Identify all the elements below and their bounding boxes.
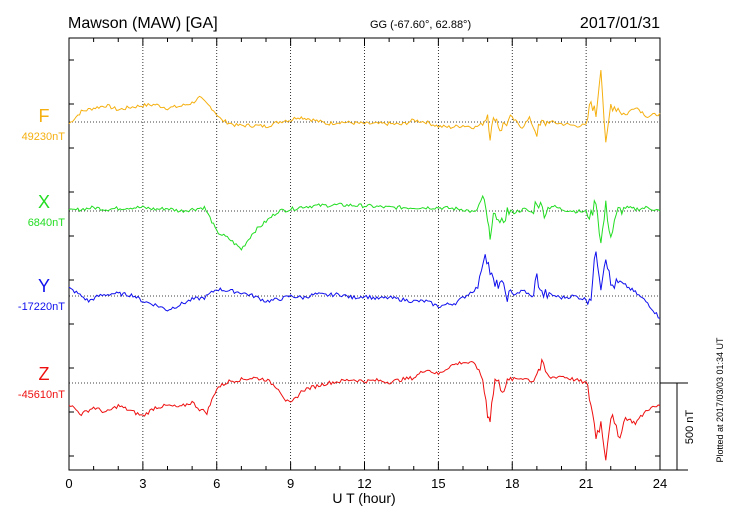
scale-bar: 500 nT [660, 382, 696, 471]
x-tick-label: 15 [431, 476, 445, 491]
x-tick-label: 0 [65, 476, 72, 491]
series-line-y [68, 251, 661, 320]
series-baseline-y: -17220nT [18, 301, 65, 313]
scale-bar-label: 500 nT [684, 410, 696, 445]
series-name-z: Z [39, 364, 50, 384]
series-name-x: X [38, 192, 50, 212]
plotted-timestamp: Plotted at 2017/03/03 01:34 UT [715, 337, 725, 463]
x-tick-label: 18 [505, 476, 519, 491]
series-baseline-f: 49230nT [22, 131, 66, 143]
series-line-z [68, 357, 661, 461]
series-baseline-x: 6840nT [28, 217, 66, 229]
station-title: Mawson (MAW) [GA] [68, 15, 218, 32]
series-layer [68, 69, 661, 461]
series-line-x [68, 194, 661, 251]
x-tick-label: 21 [579, 476, 593, 491]
station-coordinates: GG (-67.60°, 62.88°) [370, 19, 471, 31]
grid-lines [69, 38, 660, 470]
series-name-y: Y [38, 276, 50, 296]
plot-date: 2017/01/31 [580, 15, 660, 32]
axis-ticks: 0 3 6 9 12 15 18 21 24 [65, 38, 667, 491]
series-name-f: F [39, 106, 50, 126]
x-axis-label: U T (hour) [332, 490, 395, 506]
x-tick-label: 3 [139, 476, 146, 491]
x-tick-label: 6 [213, 476, 220, 491]
x-tick-label: 12 [357, 476, 371, 491]
x-tick-label: 24 [653, 476, 667, 491]
x-tick-label: 9 [287, 476, 294, 491]
series-baseline-z: -45610nT [18, 389, 65, 401]
series-labels: F 49230nT X 6840nT Y -17220nT Z -45610nT [18, 106, 65, 401]
series-line-f [68, 69, 661, 143]
